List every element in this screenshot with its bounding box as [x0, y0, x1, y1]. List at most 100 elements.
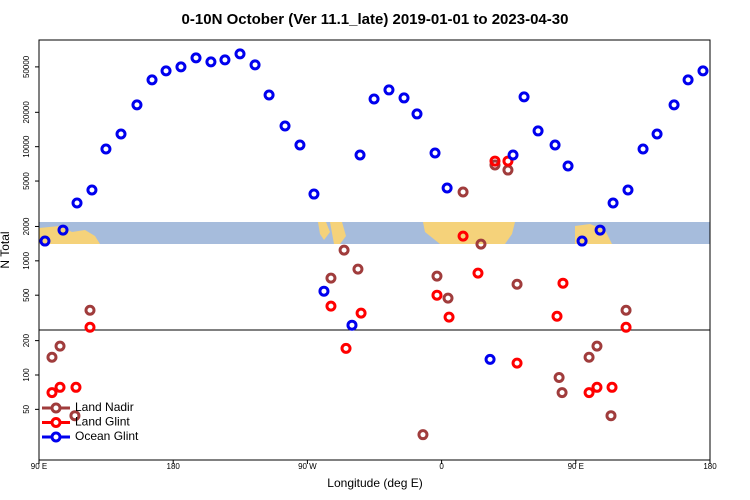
data-point [556, 387, 568, 399]
data-point [69, 410, 81, 422]
data-point [308, 188, 320, 200]
y-tick-label: 20000 [22, 101, 31, 124]
data-point [443, 311, 455, 323]
x-tick-label: 90 E [31, 462, 47, 471]
data-point [417, 429, 429, 441]
data-point [518, 91, 530, 103]
data-point [457, 230, 469, 242]
data-point [84, 321, 96, 333]
data-point [620, 304, 632, 316]
data-point [57, 224, 69, 236]
data-point [131, 99, 143, 111]
data-point [475, 238, 487, 250]
map-band [39, 222, 710, 244]
data-point [160, 65, 172, 77]
data-point [591, 381, 603, 393]
data-point [697, 65, 709, 77]
data-point [502, 164, 514, 176]
y-tick-label: 2000 [22, 217, 31, 235]
data-point [71, 197, 83, 209]
data-point [511, 278, 523, 290]
data-point [338, 244, 350, 256]
data-point [219, 54, 231, 66]
data-point [411, 108, 423, 120]
data-point [54, 340, 66, 352]
data-point [146, 74, 158, 86]
data-point [484, 353, 496, 365]
y-tick-label: 10000 [22, 135, 31, 158]
y-tick-label: 5000 [22, 172, 31, 190]
data-point [86, 184, 98, 196]
data-point [605, 410, 617, 422]
data-point [583, 351, 595, 363]
data-point [622, 184, 634, 196]
y-tick-label: 50000 [22, 55, 31, 78]
y-tick-label: 500 [22, 288, 31, 302]
legend-label: Ocean Glint [75, 429, 139, 443]
legend-label: Land Nadir [75, 400, 134, 414]
data-point [557, 277, 569, 289]
data-point [442, 292, 454, 304]
data-point [100, 143, 112, 155]
data-point [606, 381, 618, 393]
data-point [532, 125, 544, 137]
data-point [668, 99, 680, 111]
data-point [553, 372, 565, 384]
chart-title: 0-10N October (Ver 11.1_late) 2019-01-01… [182, 11, 569, 28]
data-point [507, 149, 519, 161]
data-point [551, 310, 563, 322]
data-point [39, 235, 51, 247]
y-axis-label: N Total [0, 231, 12, 268]
data-point [472, 267, 484, 279]
x-tick-label: 0 [439, 462, 444, 471]
data-point [70, 381, 82, 393]
data-point [190, 52, 202, 64]
legend-marker [50, 417, 62, 428]
data-point [249, 59, 261, 71]
data-point [263, 89, 275, 101]
data-point [594, 224, 606, 236]
data-point [84, 304, 96, 316]
data-point [620, 321, 632, 333]
data-point [46, 387, 58, 399]
x-tick-label: 180 [703, 462, 717, 471]
x-tick-label: 180 [167, 462, 181, 471]
legend-marker [50, 402, 62, 414]
data-point [607, 197, 619, 209]
data-point [637, 143, 649, 155]
data-point [340, 342, 352, 354]
data-point [489, 155, 501, 167]
data-point [549, 139, 561, 151]
data-point [562, 160, 574, 172]
data-point [398, 92, 410, 104]
data-point [431, 289, 443, 301]
data-point [583, 387, 595, 399]
x-tick-label: 90 E [568, 462, 584, 471]
data-point [429, 147, 441, 159]
data-point [368, 93, 380, 105]
data-point [576, 235, 588, 247]
data-point [346, 319, 358, 331]
data-point [279, 120, 291, 132]
data-point [205, 56, 217, 68]
data-point [354, 149, 366, 161]
data-point [234, 48, 246, 60]
data-point [441, 182, 453, 194]
y-tick-label: 100 [22, 368, 31, 382]
legend-label: Land Glint [75, 415, 130, 429]
data-point [355, 307, 367, 319]
data-point [511, 357, 523, 369]
data-point [431, 270, 443, 282]
data-point [46, 351, 58, 363]
x-tick-label: 90 W [298, 462, 317, 471]
data-point [318, 285, 330, 297]
data-point [383, 84, 395, 96]
data-point [489, 159, 501, 171]
data-point [115, 128, 127, 140]
y-tick-label: 200 [22, 333, 31, 347]
data-point [682, 74, 694, 86]
data-point [457, 186, 469, 198]
data-point [591, 340, 603, 352]
x-axis-label: Longitude (deg E) [327, 476, 422, 490]
